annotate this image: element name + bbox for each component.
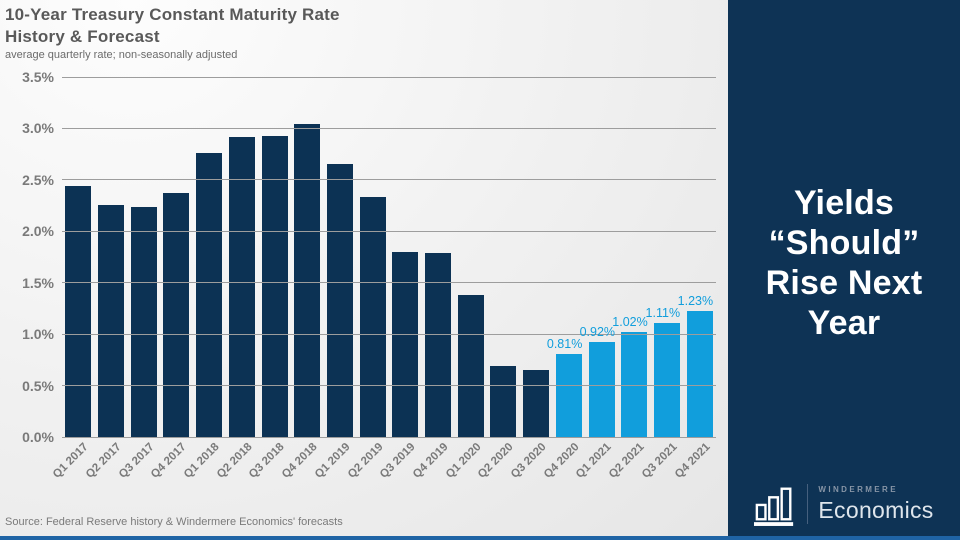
bar-q4-2017 [163,193,190,437]
bar-value-label: 0.81% [546,336,583,351]
brand-name-windermere: WINDERMERE [818,484,898,494]
gridline [62,436,716,438]
bar-q1-2017 [65,186,92,437]
brand-name-economics: Economics [818,496,934,523]
x-axis-label: Q1 2018 [181,441,222,481]
chart-panel: 10-Year Treasury Constant Maturity Rate … [0,0,728,540]
bar-q4-2021 [686,310,713,437]
x-axis-label: Q3 2017 [116,441,157,481]
x-axis-label: Q4 2021 [672,441,713,481]
y-axis-label: 3.0% [22,120,54,137]
bar-q2-2017 [98,204,125,437]
gridline [62,282,716,284]
bar-q3-2021 [653,322,680,437]
brand-logo: WINDERMERE Economics [728,481,960,527]
page-title-line1: 10-Year Treasury Constant Maturity Rate [5,5,340,24]
gridline [62,230,716,232]
y-axis-label: 1.5% [22,274,54,291]
x-axis-label: Q3 2018 [247,441,288,481]
bar-chart: Q1 2017 Q2 2017 Q3 2017 Q4 2017 Q1 2018 Q2 20… [22,69,716,481]
x-axis-label: Q2 2018 [214,441,255,481]
sidebar: Yields “Should” Rise Next Year WINDERMERE E… [728,0,960,540]
y-axis-label: 0.0% [22,429,54,445]
x-axis-label: Q3 2019 [378,441,418,481]
title-block: 10-Year Treasury Constant Maturity Rate … [5,4,340,61]
bar-q2-2019 [359,197,386,437]
y-axis-label: 2.0% [22,223,54,240]
sidebar-headline: Yields “Should” Rise Next Year [728,183,960,343]
x-axis-label: Q1 2021 [574,441,615,481]
x-axis-label: Q2 2019 [345,441,386,481]
bar-q1-2021 [588,342,615,437]
sidebar-headline-line: Rise Next [765,264,923,302]
bar-chart-icon [754,487,794,526]
y-axis-label: 3.5% [22,69,54,85]
x-axis-label: Q1 2017 [51,441,91,481]
bar-value-label: 0.92% [579,325,616,340]
x-axis-label: Q2 2017 [83,441,124,481]
bar-q1-2020 [457,295,484,437]
x-axis-label: Q2 2020 [476,441,516,481]
y-axis-label: 0.5% [22,377,54,394]
gridline [62,333,716,335]
x-axis-label: Q4 2018 [280,441,320,481]
sidebar-headline-line: Yields [793,184,895,222]
bar-q2-2021 [621,332,648,437]
x-axis-label: Q1 2020 [443,441,484,481]
x-axis-label: Q2 2021 [607,441,647,481]
bar-q3-2019 [392,251,419,437]
bar-value-label: 1.11% [645,305,681,320]
bar-q3-2017 [130,206,157,437]
bar-q2-2018 [228,136,255,437]
bar-q4-2020 [555,353,582,437]
plot-area: Q1 2017 Q2 2017 Q3 2017 Q4 2017 Q1 2018 Q2 20… [51,76,716,481]
bar-value-label: 1.02% [612,315,648,330]
bar-q1-2019 [326,164,353,437]
bar-q2-2020 [490,366,517,437]
y-axis-label: 2.5% [22,171,54,188]
bar-value-label: 1.23% [677,293,714,308]
gridline [62,76,716,78]
x-axis-label: Q4 2017 [149,441,189,481]
bar-q3-2020 [523,370,550,437]
brand-text: WINDERMERE Economics [818,485,933,524]
sidebar-headline-line: “Should” [768,224,920,262]
gridline [62,385,716,387]
x-axis-label: Q4 2019 [410,441,451,481]
bottom-accent-strip [0,536,960,540]
x-axis-label: Q3 2020 [508,441,549,481]
bar-q1-2018 [196,153,223,437]
bar-q4-2019 [425,252,452,437]
x-axis-label: Q4 2020 [541,441,582,481]
x-axis-label: Q1 2019 [312,441,353,481]
sidebar-headline-line: Year [807,304,881,342]
bar-q3-2018 [261,135,288,437]
bar-q4-2018 [294,124,321,437]
page-title-line2: History & Forecast [5,27,160,46]
page-subtitle: average quarterly rate; non-seasonally a… [5,49,238,61]
x-axis-label: Q3 2021 [639,441,680,481]
y-axis-label: 1.0% [22,326,54,343]
source-note: Source: Federal Reserve history & Winder… [5,516,343,528]
logo-divider [807,484,809,524]
gridline [62,179,716,181]
gridline [62,127,716,129]
